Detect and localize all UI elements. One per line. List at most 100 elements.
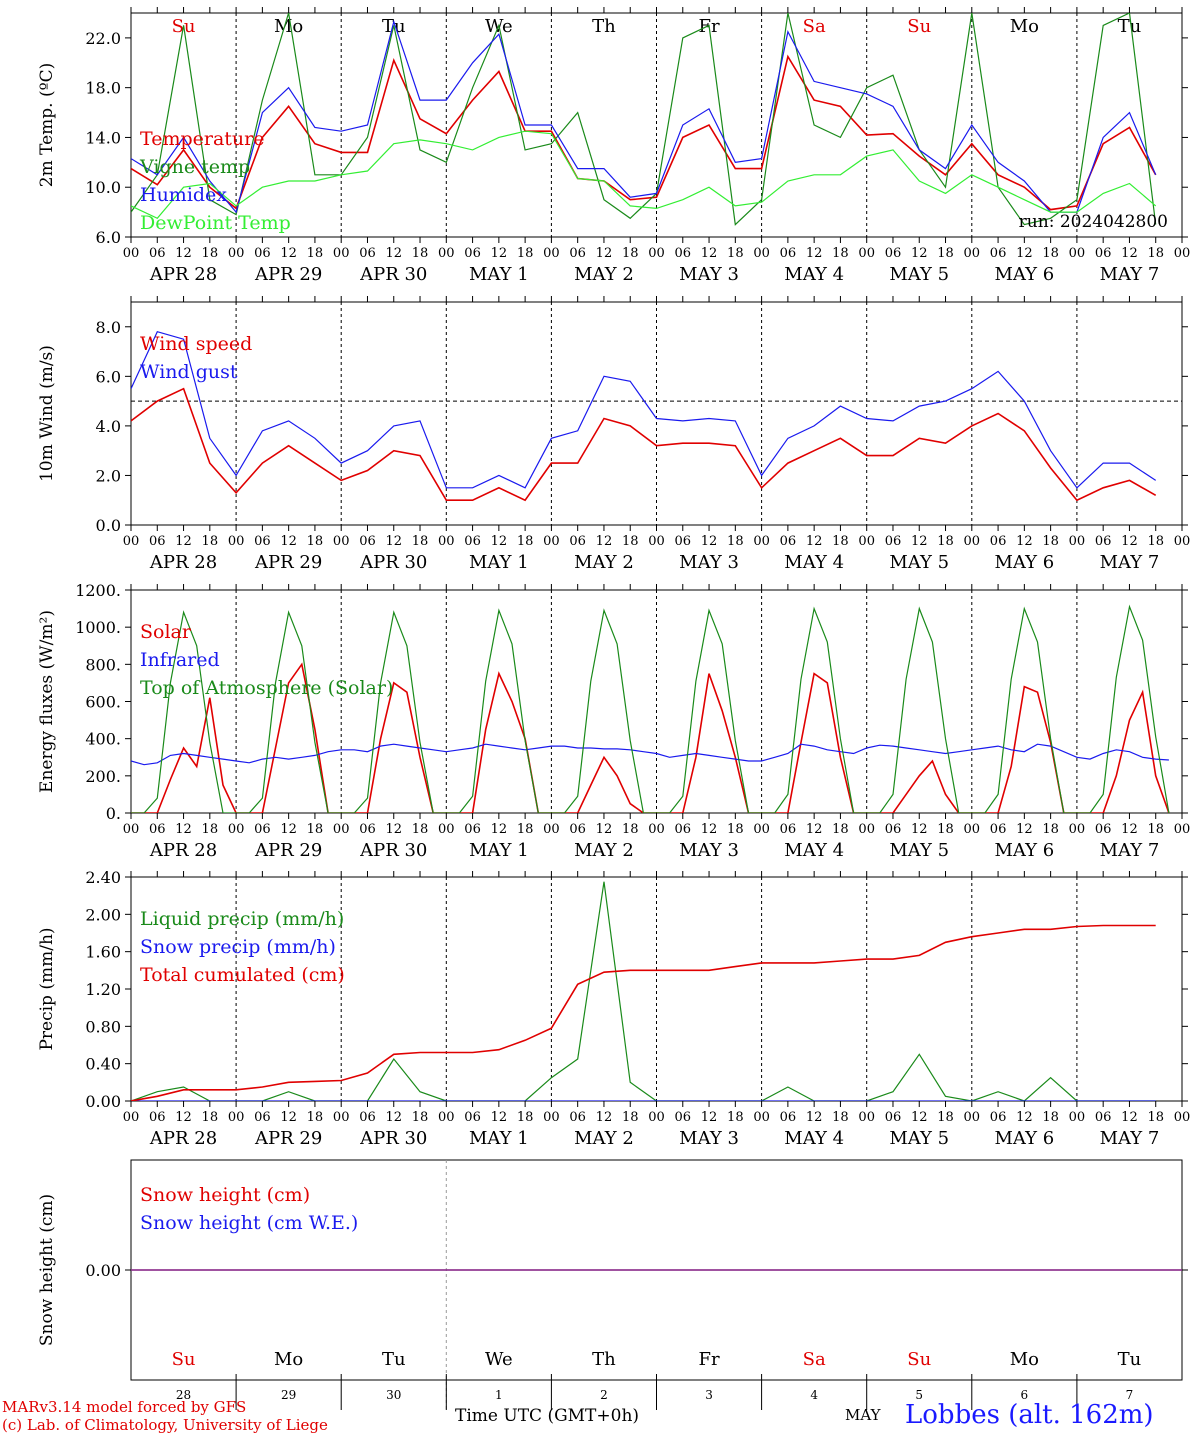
hour-tick-label: 00 [438,534,455,549]
hour-tick-label: 00 [858,534,875,549]
hour-tick-label: 12 [1016,246,1033,261]
hour-tick-label: 06 [990,1110,1007,1125]
hour-tick-label: 06 [885,246,902,261]
hour-tick-label: 06 [990,822,1007,837]
hour-tick-label: 18 [202,246,219,261]
hour-tick-label: 18 [1147,246,1164,261]
weekday-label: Mo [274,16,303,37]
weekday-label: We [485,1349,513,1370]
hour-tick-label: 00 [1069,246,1086,261]
hour-tick-label: 06 [780,246,797,261]
legend-entry: Top of Atmosphere (Solar) [140,677,393,699]
hour-tick-label: 06 [569,534,586,549]
y-axis-label: Energy fluxes (W/m²) [37,610,57,793]
hour-tick-label: 12 [806,1110,823,1125]
y-tick-label: 18.0 [85,79,121,98]
y-tick-label: 2.00 [85,905,121,924]
hour-tick-label: 12 [385,1110,402,1125]
hour-tick-label: 18 [412,822,429,837]
hour-tick-label: 12 [806,246,823,261]
hour-tick-label: 00 [648,1110,665,1125]
hour-tick-label: 00 [1174,822,1191,837]
hour-tick-label: 12 [1016,534,1033,549]
day-number-label: 29 [281,1388,296,1402]
date-label: MAY 7 [1100,264,1160,285]
hour-tick-label: 00 [333,822,350,837]
hour-tick-label: 12 [1121,822,1138,837]
month-label: MAY [845,1406,881,1424]
panel-frame [130,12,1183,238]
hour-tick-label: 06 [464,534,481,549]
hour-tick-label: 12 [175,822,192,837]
date-label: MAY 4 [784,264,844,285]
hour-tick-label: 12 [280,534,297,549]
date-label: MAY 7 [1100,552,1160,573]
hour-tick-label: 18 [307,1110,324,1125]
hour-tick-label: 06 [254,1110,271,1125]
hour-tick-label: 18 [622,1110,639,1125]
weekday-label: Sa [803,16,826,37]
panel-frame [130,589,1183,814]
date-label: MAY 6 [994,1128,1054,1149]
day-number-label: 1 [495,1388,503,1402]
series-line-total-cumulated-cm- [131,924,1156,1101]
hour-tick-label: 12 [596,534,613,549]
hour-tick-label: 18 [1147,822,1164,837]
hour-tick-label: 18 [622,246,639,261]
y-tick-label: 400. [85,730,121,749]
date-label: MAY 6 [994,264,1054,285]
hour-tick-label: 00 [1174,246,1191,261]
weekday-label: Mo [1010,1349,1039,1370]
date-label: MAY 2 [574,840,634,861]
hour-tick-label: 00 [333,1110,350,1125]
hour-tick-label: 12 [385,534,402,549]
hour-tick-label: 18 [1042,1110,1059,1125]
legend-entry: Snow precip (mm/h) [140,936,336,958]
hour-tick-label: 18 [412,534,429,549]
hour-tick-label: 06 [359,534,376,549]
hour-tick-label: 00 [1174,1110,1191,1125]
y-tick-label: 0.00 [85,1092,121,1111]
hour-tick-label: 12 [175,246,192,261]
series-line-vigne-temp [131,13,1157,226]
hour-tick-label: 00 [964,534,981,549]
date-label: APR 30 [359,1128,427,1149]
date-label: APR 28 [149,552,217,573]
y-tick-label: 600. [85,693,121,712]
series-line-liquid-precip-mm-h- [131,881,1156,1101]
y-tick-label: 800. [85,655,121,674]
hour-tick-label: 18 [412,1110,429,1125]
date-label: MAY 4 [784,552,844,573]
hour-tick-label: 18 [1042,822,1059,837]
legend-entry: Wind gust [140,361,238,383]
hour-tick-label: 06 [675,822,692,837]
hour-tick-label: 12 [701,534,718,549]
date-label: MAY 6 [994,552,1054,573]
y-tick-label: 22.0 [85,29,121,48]
y-tick-label: 6.0 [96,367,121,386]
hour-tick-label: 00 [438,246,455,261]
y-tick-label: 1.60 [85,943,121,962]
hour-tick-label: 06 [464,822,481,837]
date-label: APR 28 [149,264,217,285]
y-tick-label: 8.0 [96,318,121,337]
hour-tick-label: 00 [123,1110,140,1125]
date-label: APR 30 [359,264,427,285]
hour-tick-label: 00 [858,246,875,261]
date-label: APR 30 [359,840,427,861]
y-tick-label: 10.0 [85,178,121,197]
hour-tick-label: 00 [964,246,981,261]
hour-tick-label: 06 [464,1110,481,1125]
hour-tick-label: 18 [937,534,954,549]
hour-tick-label: 18 [1042,534,1059,549]
chart-panel-4: 0.00 0.40 0.80 1.20 1.60 2.00 2.40 Precip (mm/h… [37,868,1190,1149]
date-label: APR 29 [254,840,322,861]
hour-tick-label: 00 [858,822,875,837]
hour-tick-label: 18 [517,1110,534,1125]
date-label: MAY 5 [889,840,949,861]
date-label: MAY 3 [679,840,739,861]
hour-tick-label: 00 [753,822,770,837]
date-label: MAY 1 [469,552,529,573]
date-label: APR 28 [149,840,217,861]
hour-tick-label: 00 [228,246,245,261]
